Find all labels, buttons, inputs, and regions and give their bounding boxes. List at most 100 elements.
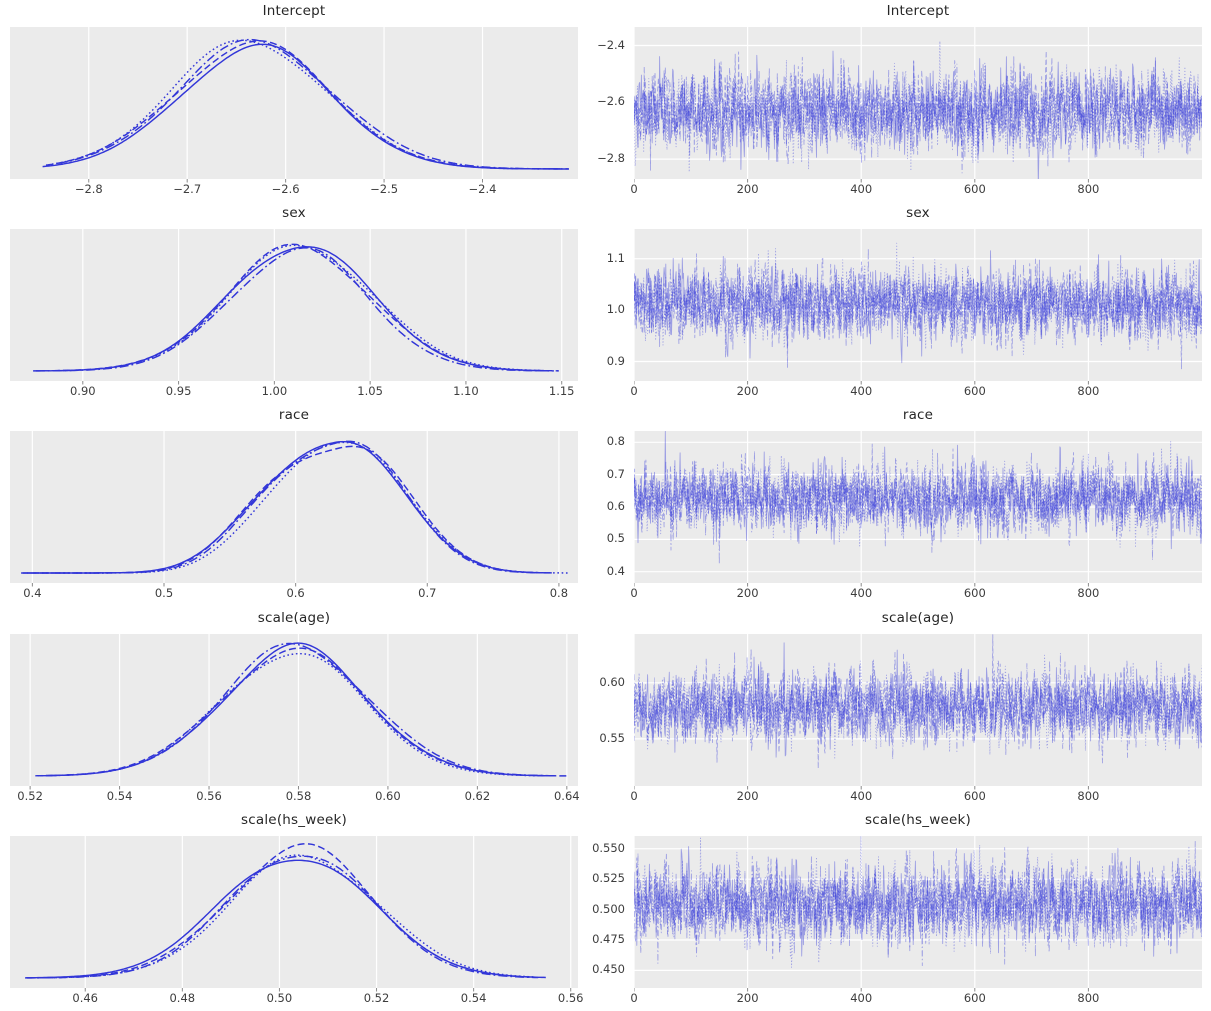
x-tick-label: 1.05 [357, 384, 383, 398]
x-tick-label: 1.15 [548, 384, 575, 398]
y-tick-label: −2.4 [597, 37, 625, 52]
y-tick-label: 0.525 [592, 871, 625, 886]
y-tick-label: 0.475 [592, 932, 625, 946]
y-tick-label: 0.60 [599, 674, 625, 689]
kde-subplot-intercept: Intercept −2.8 −2.7 −2.6 −2.5 −2.4 [10, 0, 578, 202]
kde-x-tick-labels: 0.52 0.54 0.56 0.58 0.60 0.62 0.64 [10, 789, 580, 806]
x-tick-label: 600 [963, 991, 986, 1005]
trace-x-tick-labels: 0 200 400 600 800 [630, 384, 1202, 401]
x-tick-label: 0.95 [165, 384, 192, 398]
y-tick-label: −2.6 [597, 94, 625, 109]
kde-plot-canvas [10, 431, 578, 587]
x-tick-label: 0.58 [285, 789, 312, 803]
kde-x-tick-labels: 0.4 0.5 0.6 0.7 0.8 [10, 586, 578, 603]
x-tick-label: 400 [850, 182, 873, 196]
x-tick-label: 0.8 [549, 586, 569, 600]
trace-plot-canvas [634, 229, 1202, 385]
x-tick-label: 200 [736, 789, 759, 803]
kde-title: race [278, 407, 310, 423]
x-tick-label: 0 [630, 384, 638, 398]
kde-plot-canvas [10, 836, 578, 992]
trace-plot-canvas [634, 836, 1202, 992]
y-tick-label: 1.1 [606, 250, 625, 265]
y-tick-label: 1.0 [606, 302, 625, 317]
x-tick-label: 0.60 [375, 789, 401, 803]
kde-x-tick-labels: −2.8 −2.7 −2.6 −2.5 −2.4 [10, 182, 578, 199]
y-tick-label: −2.8 [597, 151, 625, 166]
parameter-row-scale-age: scale(age) 0.52 0.54 0.56 0.58 0.60 0.62 0.64 … [0, 607, 1211, 809]
parameter-row-scale-hs-week: scale(hs_week) 0.46 0.48 0.50 0.52 0.54 0.56 … [0, 809, 1211, 1011]
kde-plot-canvas [10, 27, 578, 183]
y-tick-label: 0.4 [606, 563, 625, 578]
x-tick-label: −2.6 [271, 182, 300, 196]
kde-plot-canvas [10, 634, 578, 790]
trace-subplot-race: race 0.8 0.7 0.6 0.5 0.4 0 200 400 600 800 [607, 404, 1202, 606]
x-tick-label: 0.6 [286, 586, 305, 600]
x-tick-label: −2.8 [74, 182, 103, 196]
trace-title: race [902, 407, 934, 423]
kde-subplot-scale-hs-week: scale(hs_week) 0.46 0.48 0.50 0.52 0.54 0.56 [10, 809, 583, 1011]
x-tick-label: 0.64 [553, 789, 580, 803]
x-tick-label: 0.48 [169, 991, 196, 1005]
x-tick-label: 800 [1077, 586, 1100, 600]
trace-plot-canvas [634, 634, 1202, 790]
y-tick-label: 0.500 [592, 901, 625, 916]
x-tick-label: −2.4 [468, 182, 497, 196]
x-tick-label: 0.52 [363, 991, 390, 1005]
x-tick-label: 200 [736, 384, 759, 398]
x-tick-label: 800 [1077, 789, 1100, 803]
kde-title: sex [282, 205, 306, 221]
parameter-row-race: race 0.4 0.5 0.6 0.7 0.8 race 0.8 0.7 0.6 0.5 0.… [0, 404, 1211, 606]
x-tick-label: 200 [736, 586, 759, 600]
x-tick-label: 200 [736, 991, 759, 1005]
trace-subplot-sex: sex 1.1 1.0 0.9 0 200 400 600 800 [607, 202, 1202, 404]
x-tick-label: 400 [850, 384, 873, 398]
x-tick-label: 0.56 [557, 991, 584, 1005]
trace-title: scale(hs_week) [865, 812, 971, 828]
kde-title: scale(hs_week) [241, 812, 347, 828]
kde-subplot-race: race 0.4 0.5 0.6 0.7 0.8 [10, 404, 578, 606]
x-tick-label: 400 [850, 586, 873, 600]
x-tick-label: 0.7 [418, 586, 437, 600]
kde-x-tick-labels: 0.90 0.95 1.00 1.05 1.10 1.15 [10, 384, 578, 401]
kde-title: scale(age) [257, 610, 331, 626]
trace-title: Intercept [886, 3, 950, 19]
trace-subplot-intercept: Intercept −2.4 −2.6 −2.8 0 200 400 600 800 [597, 0, 1202, 202]
trace-y-tick-labels: 0.550 0.525 0.500 0.475 0.450 [576, 809, 630, 1011]
x-tick-label: 0 [630, 182, 638, 196]
trace-title: scale(age) [881, 610, 955, 626]
x-tick-label: 800 [1077, 182, 1100, 196]
y-tick-label: 0.5 [606, 531, 625, 546]
x-tick-label: 600 [963, 789, 986, 803]
trace-title: sex [906, 205, 930, 221]
kde-plot-canvas [10, 229, 578, 385]
x-tick-label: 0 [630, 586, 638, 600]
x-tick-label: 0.54 [106, 789, 133, 803]
x-tick-label: 0.4 [23, 586, 42, 600]
y-tick-label: 0.55 [599, 730, 625, 745]
trace-x-tick-labels: 0 200 400 600 800 [630, 182, 1202, 199]
y-tick-label: 0.6 [606, 499, 625, 513]
x-tick-label: 400 [850, 991, 873, 1005]
trace-subplot-scale-hs-week: scale(hs_week) 0.550 0.525 0.500 0.475 0.450… [592, 809, 1202, 1011]
y-tick-label: 0.550 [592, 840, 625, 855]
x-tick-label: 1.00 [261, 384, 288, 398]
trace-x-tick-labels: 0 200 400 600 800 [630, 586, 1202, 603]
trace-subplot-scale-age: scale(age) 0.60 0.55 0 200 400 600 800 [599, 607, 1202, 809]
x-tick-label: 800 [1077, 991, 1100, 1005]
y-tick-label: 0.8 [606, 434, 625, 449]
trace-y-tick-labels: −2.4 −2.6 −2.8 [576, 0, 630, 202]
x-tick-label: 0 [630, 991, 638, 1005]
x-tick-label: 0.90 [69, 384, 96, 398]
trace-y-tick-labels: 0.60 0.55 [576, 607, 630, 809]
trace-plot-canvas [634, 27, 1202, 183]
x-tick-label: 600 [963, 384, 986, 398]
trace-x-tick-labels: 0 200 400 600 800 [630, 789, 1202, 806]
x-tick-label: −2.7 [173, 182, 202, 196]
x-tick-label: 0.46 [72, 991, 98, 1005]
x-tick-label: 200 [736, 182, 759, 196]
parameter-row-intercept: Intercept −2.8 −2.7 −2.6 −2.5 −2.4 Intercept… [0, 0, 1211, 202]
x-tick-label: 0.5 [154, 586, 174, 600]
y-tick-label: 0.450 [592, 962, 625, 977]
